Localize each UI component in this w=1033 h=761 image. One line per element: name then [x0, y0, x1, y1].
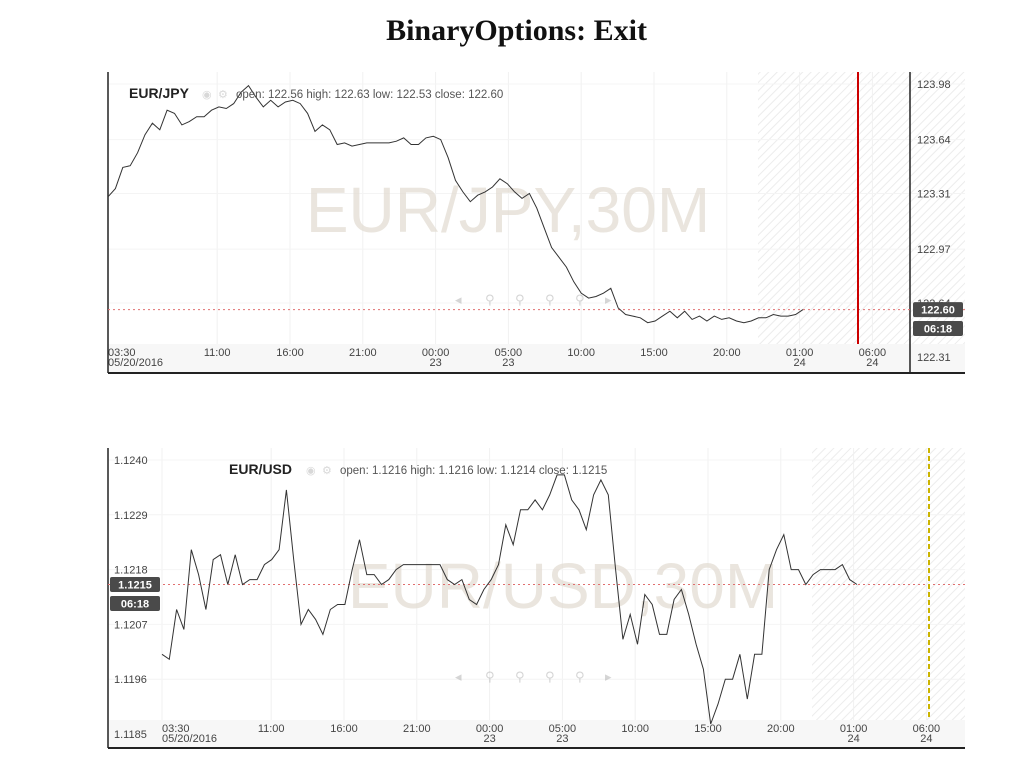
chart-navigation[interactable]: ◂ ⚲ ⚲ ⚲ ⚲ ▸: [455, 670, 612, 685]
nav-icon: ⚲: [575, 293, 585, 308]
nav-icon: ⚲: [545, 293, 555, 308]
x-tick-label: 00:00: [476, 723, 504, 735]
x-tick-label: 10:00: [621, 723, 649, 735]
gear-glyph: ⚙: [322, 464, 332, 477]
x-tick-date-label: 24: [847, 733, 859, 745]
future-zone: [758, 72, 965, 344]
current-value-tag: [913, 302, 963, 318]
x-tick-label: 11:00: [204, 347, 231, 359]
y-tick-label: 122.31: [917, 352, 951, 364]
eye-glyph: ◉: [306, 464, 316, 477]
x-tick-label: 01:00: [786, 347, 814, 359]
nav-icon: ▸: [605, 670, 612, 685]
page-title: BinaryOptions: Exit: [386, 14, 647, 47]
x-tick-label: 10:00: [567, 347, 595, 359]
x-tick-label: 06:00: [859, 347, 887, 359]
x-tick-label: 21:00: [403, 723, 431, 735]
future-zone: [812, 448, 965, 720]
watermark-label: EUR/JPY,30M: [306, 174, 710, 246]
x-tick-date-label: 23: [483, 733, 495, 745]
nav-icon: ⚲: [545, 670, 555, 685]
y-tick-label: 123.98: [917, 79, 951, 91]
eye-glyph: ◉: [202, 88, 212, 101]
timer-text: 06:18: [121, 599, 149, 611]
nav-icon: ⚲: [515, 670, 525, 685]
current-value-tag: [110, 577, 160, 593]
timer-tag: [913, 321, 963, 336]
price-series-line: [161, 474, 858, 725]
y-tick-label: 1.1207: [114, 619, 148, 631]
time-axis-band: [108, 720, 965, 747]
x-tick-date-label: 24: [793, 357, 805, 369]
x-tick-label: 01:00: [840, 723, 868, 735]
symbol-label: EUR/USD: [229, 461, 292, 477]
x-tick-label: 15:00: [694, 723, 722, 735]
x-tick-label: 05:00: [549, 723, 577, 735]
chart-eur-usd: EUR/USD,30M ◂ ⚲ ⚲ ⚲ ⚲ ▸ 1.1240 1.1229 1.1218 1.120…: [107, 448, 965, 749]
y-tick-label: 123.31: [917, 189, 951, 201]
x-tick-label: 05:00: [495, 347, 523, 359]
x-tick-date-label: 23: [429, 357, 441, 369]
y-tick-label: 122.97: [917, 244, 951, 256]
eye-icon[interactable]: ◉ ⚙: [202, 88, 228, 101]
timer-text: 06:18: [924, 324, 952, 336]
y-tick-label: 123.64: [917, 135, 951, 147]
nav-icon: ⚲: [485, 293, 495, 308]
chart-navigation[interactable]: ◂ ⚲ ⚲ ⚲ ⚲ ▸: [455, 293, 612, 308]
y-tick-label: 1.1185: [114, 729, 147, 741]
x-tick-date-label: 24: [866, 357, 878, 369]
x-tick-label: 11:00: [258, 723, 285, 735]
time-axis-band: [108, 344, 965, 372]
x-tick-label: 06:00: [913, 723, 941, 735]
x-tick-date-label: 23: [556, 733, 568, 745]
eye-icon[interactable]: ◉ ⚙: [306, 464, 332, 477]
nav-icon: ⚲: [575, 670, 585, 685]
watermark-label: EUR/USD,30M: [348, 550, 778, 622]
price-series-line: [107, 84, 804, 324]
x-tick-label: 00:00: [422, 347, 450, 359]
x-tick-label: 15:00: [640, 347, 668, 359]
y-tick-label: 1.1196: [114, 674, 147, 686]
ohlc-readout: open: 1.1216 high: 1.1216 low: 1.1214 cl…: [340, 465, 607, 477]
x-tick-label: 20:00: [713, 347, 741, 359]
nav-icon: ◂: [455, 670, 462, 685]
gear-glyph: ⚙: [218, 88, 228, 101]
x-tick-label: 16:00: [276, 347, 304, 359]
y-tick-label: 1.1218: [114, 565, 148, 577]
x-tick-label: 03:30: [162, 723, 190, 735]
x-tick-label: 16:00: [330, 723, 358, 735]
timer-tag: [110, 596, 160, 611]
nav-icon: ⚲: [515, 293, 525, 308]
x-tick-date-label: 05/20/2016: [162, 733, 217, 745]
x-tick-label: 03:30: [108, 347, 136, 359]
x-tick-label: 20:00: [767, 723, 795, 735]
current-value-text: 1.1215: [118, 580, 152, 592]
ohlc-readout: open: 122.56 high: 122.63 low: 122.53 cl…: [236, 89, 503, 101]
nav-icon: ▸: [605, 293, 612, 308]
y-tick-label: 1.1240: [114, 455, 148, 467]
nav-icon: ⚲: [485, 670, 495, 685]
x-tick-date-label: 05/20/2016: [108, 357, 163, 369]
nav-icon: ◂: [455, 293, 462, 308]
x-tick-label: 21:00: [349, 347, 377, 359]
x-tick-date-label: 23: [502, 357, 514, 369]
y-tick-label: 1.1229: [114, 510, 148, 522]
x-tick-date-label: 24: [920, 733, 932, 745]
chart-eur-jpy: EUR/JPY,30M ◂ ⚲ ⚲ ⚲ ⚲ ▸ 123.98 123.64 123.31 122.9…: [107, 72, 965, 374]
current-value-text: 122.60: [921, 305, 955, 317]
symbol-label: EUR/JPY: [129, 85, 190, 101]
